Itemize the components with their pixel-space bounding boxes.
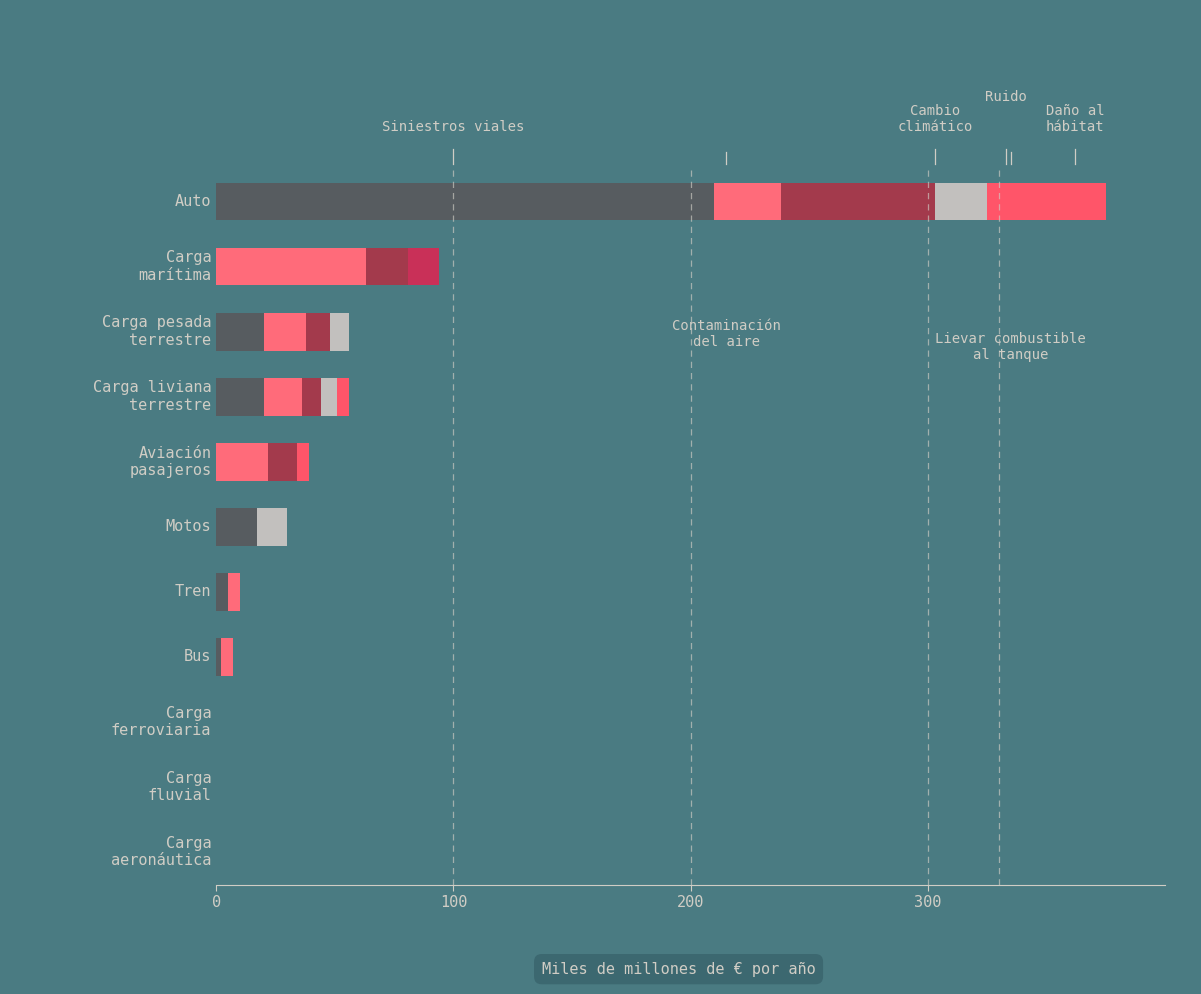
Bar bbox=[216, 573, 228, 610]
Bar bbox=[216, 378, 264, 415]
Text: Siniestros viales: Siniestros viales bbox=[382, 120, 525, 134]
Bar bbox=[216, 508, 257, 546]
Bar bbox=[216, 443, 268, 481]
Text: Ruido: Ruido bbox=[985, 90, 1027, 104]
Text: Contaminación
del aire: Contaminación del aire bbox=[671, 319, 781, 349]
Bar bbox=[781, 183, 934, 221]
Bar bbox=[216, 313, 264, 351]
Bar bbox=[408, 248, 440, 285]
Bar bbox=[264, 378, 301, 415]
Bar bbox=[337, 378, 349, 415]
Text: Daño al
hábitat: Daño al hábitat bbox=[1046, 104, 1104, 134]
Bar bbox=[221, 638, 233, 676]
Bar bbox=[264, 313, 306, 351]
Bar bbox=[216, 638, 221, 676]
Text: Lievar combustible
al tanque: Lievar combustible al tanque bbox=[936, 332, 1086, 362]
Bar bbox=[228, 573, 240, 610]
Bar bbox=[306, 313, 330, 351]
Bar bbox=[715, 183, 781, 221]
Bar bbox=[216, 248, 365, 285]
Bar bbox=[321, 378, 337, 415]
Bar bbox=[216, 183, 715, 221]
Bar bbox=[987, 183, 1106, 221]
Bar bbox=[268, 443, 297, 481]
Text: Miles de millones de € por año: Miles de millones de € por año bbox=[542, 961, 815, 977]
Bar bbox=[301, 378, 321, 415]
Bar bbox=[934, 183, 987, 221]
Bar bbox=[365, 248, 408, 285]
Text: Cambio
climático: Cambio climático bbox=[897, 104, 973, 134]
Bar bbox=[297, 443, 309, 481]
Bar bbox=[257, 508, 287, 546]
Bar bbox=[330, 313, 349, 351]
